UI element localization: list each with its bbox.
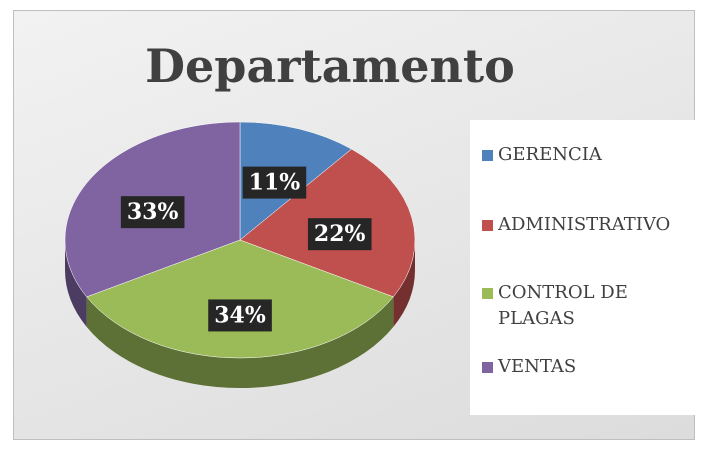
legend-label: GERENCIA <box>498 144 602 165</box>
data-label-box <box>208 299 272 332</box>
pie-slice-side <box>86 296 394 388</box>
data-label-text: 11% <box>249 170 301 196</box>
legend-label: ADMINISTRATIVO <box>498 214 671 235</box>
legend-item: ADMINISTRATIVO <box>482 212 692 238</box>
chart-title: Departamento <box>145 39 515 93</box>
legend-swatch <box>482 220 493 231</box>
data-label-box <box>120 196 185 229</box>
pie-slice <box>86 239 394 359</box>
legend-item: CONTROL DE PLAGAS <box>482 280 692 332</box>
legend-swatch <box>482 288 493 299</box>
legend: GERENCIA ADMINISTRATIVO CONTROL DE PLAGAS V… <box>470 120 698 415</box>
data-label: 22% <box>307 218 372 251</box>
legend-item: GERENCIA <box>482 142 692 168</box>
pie-slice-side <box>393 240 415 327</box>
data-label-box <box>242 166 307 199</box>
legend-label: VENTAS <box>498 356 577 377</box>
data-label: 11% <box>242 166 307 199</box>
pie-slice-side <box>65 240 87 327</box>
data-label-text: 33% <box>127 199 179 225</box>
legend-label: CONTROL DE PLAGAS <box>498 282 628 329</box>
data-label: 33% <box>120 196 185 229</box>
data-label: 34% <box>208 299 272 332</box>
legend-swatch <box>482 362 493 373</box>
data-label-text: 34% <box>214 302 266 328</box>
legend-item: VENTAS <box>482 354 692 380</box>
legend-swatch <box>482 150 493 161</box>
data-label-box <box>307 218 372 251</box>
data-label-text: 22% <box>314 221 366 247</box>
